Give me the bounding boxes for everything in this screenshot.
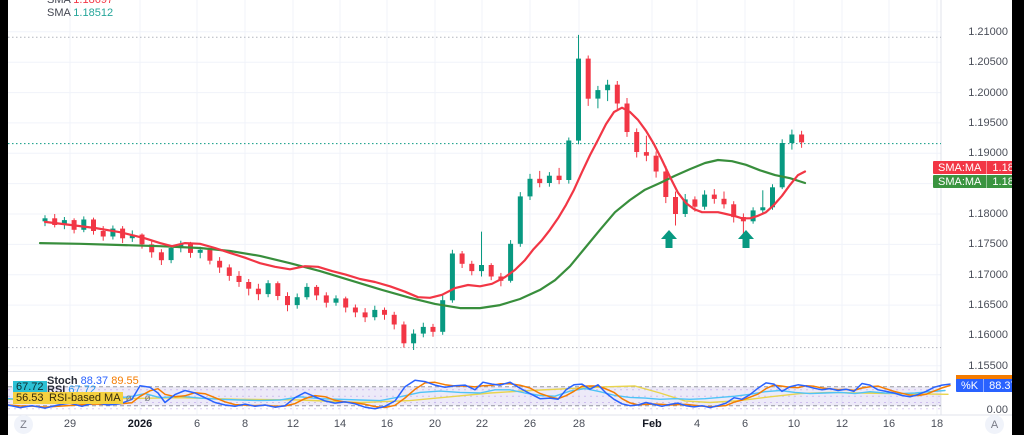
time-axis-label: 26 bbox=[523, 418, 537, 430]
stoch-k-badge-label: %K bbox=[961, 379, 979, 392]
price-axis-label: 1.21000 bbox=[968, 26, 1008, 38]
price-axis-label: 1.19500 bbox=[968, 117, 1008, 129]
legend-rsi-ma[interactable]: RSI-based MA ø ø bbox=[47, 392, 156, 404]
time-axis-label: 20 bbox=[428, 418, 442, 430]
right-screen-edge bbox=[1012, 0, 1024, 435]
stoch-d-axis-badge-edge bbox=[956, 375, 1012, 380]
price-axis-label: 1.18000 bbox=[968, 208, 1008, 220]
time-axis-label: 6 bbox=[193, 418, 201, 430]
time-axis-label: 14 bbox=[333, 418, 347, 430]
time-axis-label: 16 bbox=[882, 418, 896, 430]
time-axis-label: 4 bbox=[693, 418, 701, 430]
time-axis-label: 12 bbox=[286, 418, 300, 430]
left-screen-edge bbox=[0, 0, 8, 435]
price-axis-label: 1.16000 bbox=[968, 329, 1008, 341]
rsi-left-axis-badge: 67.72 bbox=[13, 381, 47, 393]
time-axis-label: 29 bbox=[63, 418, 77, 430]
sma-fast-axis-badge: SMA:MA 1.18697 bbox=[933, 161, 1024, 174]
price-axis-label: 1.17500 bbox=[968, 238, 1008, 250]
stoch-k-badge-value: 88.37 bbox=[989, 379, 1017, 392]
price-axis-label: 1.20500 bbox=[968, 56, 1008, 68]
sma-fast-value: 1.18697 bbox=[73, 0, 114, 6]
badge-separator bbox=[986, 161, 988, 174]
stoch-label: Stoch bbox=[47, 375, 78, 387]
sma-slow-label: SMA bbox=[47, 7, 71, 19]
price-axis-label: 1.19000 bbox=[968, 147, 1008, 159]
rsi-ma-label: RSI-based MA bbox=[47, 392, 123, 404]
time-axis-label: 28 bbox=[572, 418, 586, 430]
badge-separator bbox=[986, 175, 988, 188]
stoch-k-axis-badge: %K 88.37 bbox=[956, 379, 1022, 392]
time-axis-label: 12 bbox=[835, 418, 849, 430]
price-axis-label: 1.20000 bbox=[968, 87, 1008, 99]
sma-fast-badge-label: SMA:MA bbox=[938, 161, 982, 174]
badge-separator bbox=[983, 379, 985, 392]
sma-slow-value: 1.18512 bbox=[73, 7, 114, 19]
legend-stoch[interactable]: Stoch 88.37 89.55 bbox=[47, 375, 139, 387]
sma-slow-badge-label: SMA:MA bbox=[938, 175, 982, 188]
sma-slow-axis-badge: SMA:MA 1.18512 bbox=[933, 175, 1024, 188]
oscillator-zero-label: 0.00 bbox=[986, 404, 1008, 416]
price-axis-label: 1.16500 bbox=[968, 299, 1008, 311]
legend-sma-fast[interactable]: SMA 1.18697 bbox=[47, 0, 113, 6]
time-axis-label: Feb bbox=[642, 418, 662, 430]
price-axis-label: 1.17000 bbox=[968, 269, 1008, 281]
time-axis-label: 18 bbox=[930, 418, 944, 430]
time-axis-label: 8 bbox=[241, 418, 249, 430]
sma-fast-label: SMA bbox=[47, 0, 71, 6]
stoch-d-value: 89.55 bbox=[111, 375, 139, 387]
legend-sma-slow[interactable]: SMA 1.18512 bbox=[47, 7, 113, 19]
price-axis-label: 1.15500 bbox=[968, 360, 1008, 372]
time-axis-label: 6 bbox=[741, 418, 749, 430]
hotkey-z-button[interactable]: Z bbox=[14, 415, 33, 434]
rsi-ma-left-axis-badge: 56.53 bbox=[13, 392, 47, 404]
hotkey-a-button[interactable]: A bbox=[985, 415, 1004, 434]
time-axis-label: 2026 bbox=[127, 418, 153, 430]
time-axis-label: 22 bbox=[475, 418, 489, 430]
time-axis-label: 10 bbox=[787, 418, 801, 430]
stoch-k-value: 88.37 bbox=[80, 375, 109, 387]
hidden-eye-icons[interactable]: ø ø bbox=[125, 393, 156, 404]
time-axis-label: 16 bbox=[380, 418, 394, 430]
